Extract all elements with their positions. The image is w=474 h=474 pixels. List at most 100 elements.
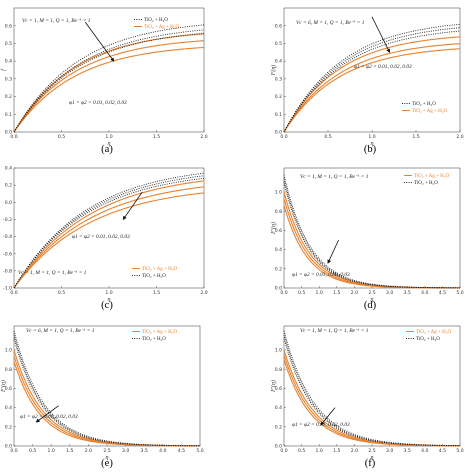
parameter-text: Vc = 1, M = 1, Q = 1, Be⁻¹ = 1 — [300, 328, 369, 334]
plot-frame — [283, 167, 461, 289]
annotation-text: φ1 = φ2 = 0.01, 0.02, 0.03 — [354, 64, 412, 70]
panel-d: 0.0 0.5 1.0 1.5 2.0 2.5 3.0 3.5 4.0 4.5 5.0 0.0 0.2 0… — [270, 167, 464, 311]
series-line — [283, 30, 461, 133]
trend-arrow — [35, 405, 59, 423]
series-line — [13, 186, 205, 289]
series-line — [283, 48, 461, 133]
x-tick-label: 1.0 — [105, 134, 112, 140]
series-line — [13, 24, 205, 133]
x-tick-label: 0.0 — [10, 290, 17, 296]
legend: TiO₂ + Ag + H₂O TiO₂ + H₂O — [404, 174, 449, 186]
panel-label: (c) — [101, 300, 113, 311]
series-line — [13, 355, 200, 447]
x-tick-label: 4.5 — [439, 290, 446, 296]
x-tick-label: 0.0 — [280, 134, 287, 140]
y-tick-label: -0.2 — [3, 217, 12, 223]
y-tick-label: 0.4 — [5, 59, 12, 65]
series-line — [13, 334, 201, 447]
x-tick-label: 2.5 — [368, 448, 375, 454]
y-tick-label: 0.5 — [5, 41, 12, 47]
annotation-text: φ1 = φ2 = 0.01, 0.02, 0.03 — [292, 422, 350, 428]
x-tick-label: 4.5 — [439, 448, 446, 454]
x-tick-label: 0.0 — [10, 134, 17, 140]
y-tick-label: 0.4 — [275, 405, 282, 411]
parameter-text: Vc = 1, M = 1, Q = 1, Be⁻¹ = 1 — [300, 174, 369, 180]
y-tick-label: 0.0 — [5, 130, 12, 136]
panel-b: 0.0 0.5 1.0 1.5 2.0 0.0 0.1 0.2 0.3 0.4 0.5 0.6 η F(η… — [270, 7, 464, 155]
y-tick-label: 0.8 — [275, 209, 282, 215]
x-tick-label: 4.5 — [178, 448, 185, 454]
series-line — [283, 354, 461, 447]
x-tick-label: 3.0 — [386, 448, 393, 454]
x-tick-label: 2.0 — [351, 290, 358, 296]
y-tick-label: 0.4 — [5, 405, 12, 411]
y-tick-label: 1.0 — [275, 190, 282, 196]
series-line — [283, 23, 461, 133]
panel-label: (a) — [101, 144, 113, 155]
series-line — [283, 178, 461, 289]
legend-entry: TiO₂ + H₂O — [142, 274, 166, 279]
x-tick-label: 1.0 — [368, 134, 375, 140]
panel-label: (e) — [101, 458, 113, 469]
x-tick-label: 0.0 — [280, 290, 287, 296]
x-tick-label: 0.5 — [29, 448, 36, 454]
series-line — [13, 29, 205, 133]
legend-entry: TiO₂ + Ag + H₂O — [414, 174, 449, 179]
x-axis-label: η — [106, 455, 109, 461]
x-tick-label: 0.5 — [324, 134, 331, 140]
x-tick-label: 5.0 — [196, 448, 203, 454]
parameter-text: Vc = 6, M = 1, Q = 1, Be⁻¹ = 1 — [26, 328, 95, 334]
panel-a: 0.0 0.5 1.0 1.5 2.0 0.0 0.1 0.2 0.3 0.4 0.5 0.6 η f Vc… — [0, 7, 208, 155]
y-tick-label: 0.1 — [5, 112, 12, 118]
legend-entry: TiO₂ + Ag + H₂O — [142, 330, 177, 335]
y-axis-label: f — [0, 68, 7, 71]
y-tick-label: 0.6 — [275, 23, 282, 29]
series-line — [283, 36, 461, 133]
y-tick-label: -0.8 — [3, 268, 12, 274]
y-tick-label: 0.2 — [5, 183, 12, 189]
series-line — [283, 338, 461, 447]
x-tick-label: 0.5 — [298, 290, 305, 296]
series-line — [13, 330, 201, 447]
trend-arrow — [327, 239, 339, 264]
y-tick-label: 0.2 — [275, 424, 282, 430]
y-tick-label: 0.0 — [275, 444, 282, 450]
parameter-text: Vc = 1, M = 1, Q = 1, Be⁻¹ = 1 — [22, 18, 91, 24]
legend-entry: TiO₂ + H₂O — [416, 337, 440, 342]
y-tick-label: 0.6 — [275, 228, 282, 234]
x-tick-label: 4.0 — [421, 290, 428, 296]
x-tick-label: 1.5 — [66, 448, 73, 454]
x-tick-label: 2.0 — [200, 134, 207, 140]
panel-c: 0.0 0.5 1.0 1.5 2.0 -1.0 -0.8 -0.6 -0.4 -0.2 0.0 0.… — [3, 166, 208, 311]
x-tick-label: 2.0 — [200, 290, 207, 296]
y-axis-label: F′(η) — [270, 380, 277, 393]
y-tick-label: 0.0 — [5, 200, 12, 206]
y-tick-label: 0.4 — [275, 59, 282, 65]
series-line — [283, 349, 461, 447]
x-axis-label: η — [371, 455, 374, 461]
x-tick-label: 2.0 — [456, 134, 463, 140]
annotation-text: φ1 = φ2 = 0.01, 0.02, 0.03 — [69, 100, 127, 106]
x-tick-label: 0.5 — [298, 448, 305, 454]
series-line — [283, 334, 461, 447]
y-tick-label: 0.1 — [275, 112, 282, 118]
x-tick-label: 3.5 — [404, 448, 411, 454]
y-tick-label: 0.6 — [275, 386, 282, 392]
series-line — [13, 349, 201, 447]
x-tick-label: 1.0 — [48, 448, 55, 454]
x-tick-label: 2.0 — [85, 448, 92, 454]
panel-label: (d) — [364, 300, 377, 311]
panel-f: 0.0 0.5 1.0 1.5 2.0 2.5 3.0 3.5 4.0 4.5 5.0 0.0 0.2 0… — [270, 325, 464, 469]
x-tick-label: 1.0 — [316, 290, 323, 296]
y-tick-label: 0.0 — [275, 130, 282, 136]
legend: TiO₂ + Ag + H₂O TiO₂ + H₂O — [406, 330, 451, 342]
legend-entry: TiO₂ + Ag + H₂O — [144, 25, 179, 30]
y-tick-label: 0.5 — [275, 41, 282, 47]
series-line — [13, 33, 205, 133]
y-tick-label: 0.2 — [275, 94, 282, 100]
x-tick-label: 5.0 — [456, 290, 463, 296]
x-tick-label: 0.5 — [58, 290, 65, 296]
x-tick-label: 3.0 — [122, 448, 129, 454]
annotation-text: φ1 = φ2 = 0.01, 0.02, 0.03 — [20, 414, 78, 420]
trend-arrow — [122, 191, 143, 221]
